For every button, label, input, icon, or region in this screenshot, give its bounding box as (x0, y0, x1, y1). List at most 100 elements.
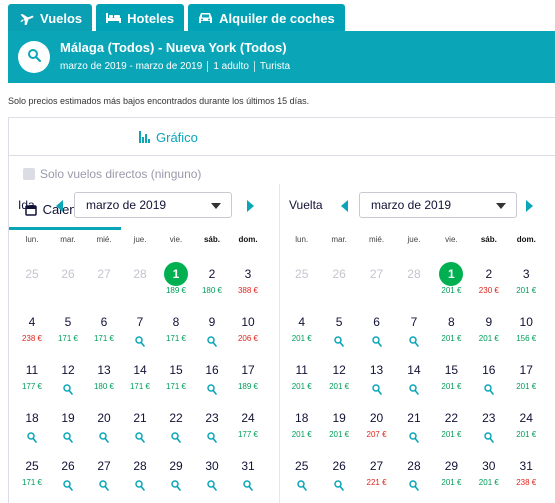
day-cell[interactable]: 29 201 € (433, 450, 470, 498)
day-cell[interactable]: 22 201 € (433, 402, 470, 450)
day-cell[interactable]: 28 (395, 450, 432, 498)
direct-only-checkbox[interactable] (23, 168, 35, 180)
search-price-icon[interactable] (99, 430, 109, 443)
search-price-icon[interactable] (63, 478, 73, 491)
day-cell[interactable]: 30 201 € (470, 450, 507, 498)
day-cell[interactable]: 27 (86, 450, 122, 498)
search-price-icon[interactable] (207, 382, 217, 395)
search-price-icon[interactable] (99, 478, 109, 491)
day-cell[interactable]: 11 201 € (283, 354, 320, 402)
day-cell[interactable]: 30 (194, 450, 230, 498)
day-cell[interactable]: 19 201 € (320, 402, 357, 450)
day-cell[interactable]: 10 206 € (230, 306, 266, 354)
tab-hoteles[interactable]: Hoteles (96, 4, 185, 32)
day-cell[interactable]: 28 (122, 450, 158, 498)
day-cell[interactable]: 13 180 € (86, 354, 122, 402)
prev-month-arrow-icon[interactable] (341, 200, 348, 212)
day-cell[interactable]: 12 (50, 354, 86, 402)
search-price-icon[interactable] (135, 430, 145, 443)
day-cell[interactable]: 4 201 € (283, 306, 320, 354)
search-price-icon[interactable] (409, 334, 419, 347)
day-cell[interactable]: 9 201 € (470, 306, 507, 354)
day-cell[interactable]: 20 207 € (358, 402, 395, 450)
day-cell[interactable]: 19 (50, 402, 86, 450)
search-price-icon[interactable] (171, 478, 181, 491)
prev-month-arrow-icon[interactable] (56, 200, 63, 212)
search-price-icon[interactable] (409, 478, 419, 491)
day-cell[interactable]: 17 189 € (230, 354, 266, 402)
day-cell[interactable]: 15 171 € (158, 354, 194, 402)
day-cell[interactable]: 18 201 € (283, 402, 320, 450)
next-month-arrow-icon[interactable] (526, 200, 533, 212)
day-cell[interactable]: 4 238 € (14, 306, 50, 354)
day-cell[interactable]: 2 180 € (194, 258, 230, 306)
day-cell[interactable]: 29 (158, 450, 194, 498)
search-price-icon[interactable] (135, 334, 145, 347)
selected-day-cell[interactable]: 1 201 € (433, 258, 470, 306)
search-price-icon[interactable] (409, 430, 419, 443)
day-cell[interactable]: 14 171 € (122, 354, 158, 402)
search-price-icon[interactable] (63, 382, 73, 395)
day-cell[interactable]: 23 (470, 402, 507, 450)
search-price-icon[interactable] (409, 382, 419, 395)
day-cell[interactable]: 2 230 € (470, 258, 507, 306)
day-cell[interactable]: 18 (14, 402, 50, 450)
day-cell[interactable]: 12 201 € (320, 354, 357, 402)
search-price-icon[interactable] (371, 382, 382, 395)
search-button[interactable] (18, 41, 50, 73)
day-cell[interactable]: 3 388 € (230, 258, 266, 306)
day-cell[interactable]: 16 (470, 354, 507, 402)
day-cell[interactable]: 9 (194, 306, 230, 354)
day-cell[interactable]: 24 201 € (508, 402, 545, 450)
search-price-icon[interactable] (63, 430, 73, 443)
search-price-icon[interactable] (207, 478, 217, 491)
tab-grafico[interactable]: Gráfico (139, 118, 198, 156)
day-cell[interactable]: 26 (320, 450, 357, 498)
day-cell[interactable]: 25 171 € (14, 450, 50, 498)
search-price-icon[interactable] (135, 478, 145, 491)
day-cell[interactable]: 21 (395, 402, 432, 450)
outbound-month-select[interactable]: marzo de 2019 (74, 192, 232, 218)
day-cell[interactable]: 5 (320, 306, 357, 354)
day-cell[interactable]: 31 238 € (508, 450, 545, 498)
search-price-icon[interactable] (207, 430, 217, 443)
day-cell[interactable]: 6 171 € (86, 306, 122, 354)
search-price-icon[interactable] (334, 478, 344, 491)
day-cell[interactable]: 20 (86, 402, 122, 450)
day-cell[interactable]: 15 201 € (433, 354, 470, 402)
day-cell[interactable]: 22 (158, 402, 194, 450)
selected-day-cell[interactable]: 1 189 € (158, 258, 194, 306)
day-cell[interactable]: 17 201 € (508, 354, 545, 402)
day-cell[interactable]: 8 201 € (433, 306, 470, 354)
return-month-select[interactable]: marzo de 2019 (359, 192, 517, 218)
day-cell[interactable]: 7 (395, 306, 432, 354)
day-cell[interactable]: 27 221 € (358, 450, 395, 498)
tab-alquiler-coches[interactable]: Alquiler de coches (188, 4, 345, 32)
day-cell[interactable]: 21 (122, 402, 158, 450)
day-cell[interactable]: 8 171 € (158, 306, 194, 354)
day-cell[interactable]: 13 (358, 354, 395, 402)
day-cell[interactable]: 31 (230, 450, 266, 498)
day-cell[interactable]: 14 (395, 354, 432, 402)
search-price-icon[interactable] (334, 334, 344, 347)
day-cell[interactable]: 5 171 € (50, 306, 86, 354)
day-cell[interactable]: 25 (283, 450, 320, 498)
search-price-icon[interactable] (484, 382, 494, 395)
day-cell[interactable]: 3 201 € (508, 258, 545, 306)
search-price-icon[interactable] (243, 478, 253, 491)
tab-vuelos[interactable]: Vuelos (8, 4, 93, 32)
day-cell[interactable]: 23 (194, 402, 230, 450)
search-price-icon[interactable] (207, 334, 217, 347)
day-cell[interactable]: 26 (50, 450, 86, 498)
search-price-icon[interactable] (296, 478, 307, 491)
day-cell[interactable]: 6 (358, 306, 395, 354)
day-cell[interactable]: 7 (122, 306, 158, 354)
next-month-arrow-icon[interactable] (247, 200, 254, 212)
day-cell[interactable]: 10 156 € (508, 306, 545, 354)
search-price-icon[interactable] (27, 430, 37, 443)
day-cell[interactable]: 16 (194, 354, 230, 402)
day-cell[interactable]: 24 177 € (230, 402, 266, 450)
search-summary[interactable]: Málaga (Todos) - Nueva York (Todos) marz… (8, 31, 555, 83)
search-price-icon[interactable] (371, 334, 382, 347)
search-price-icon[interactable] (484, 430, 494, 443)
